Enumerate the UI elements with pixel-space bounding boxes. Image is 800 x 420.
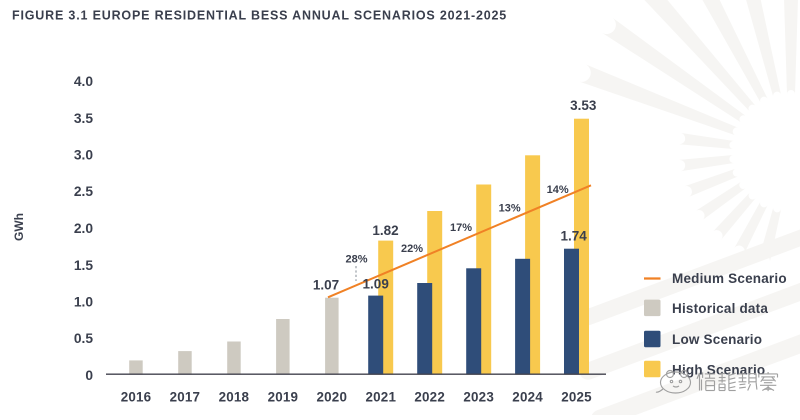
svg-text:2018: 2018: [219, 389, 250, 404]
svg-text:2016: 2016: [121, 389, 152, 404]
svg-text:Low Scenario: Low Scenario: [672, 332, 762, 347]
svg-text:1.0: 1.0: [74, 295, 94, 310]
svg-text:22%: 22%: [401, 243, 423, 255]
svg-text:3.5: 3.5: [74, 111, 94, 126]
svg-text:GWh: GWh: [12, 213, 26, 241]
svg-text:14%: 14%: [547, 184, 569, 196]
svg-text:1.07: 1.07: [313, 278, 339, 293]
svg-text:2017: 2017: [170, 389, 201, 404]
svg-text:2019: 2019: [268, 389, 299, 404]
svg-text:1.5: 1.5: [74, 258, 94, 273]
svg-text:28%: 28%: [345, 254, 367, 266]
svg-text:2023: 2023: [463, 389, 494, 404]
svg-text:4.0: 4.0: [74, 74, 94, 89]
svg-text:0.5: 0.5: [74, 331, 94, 346]
svg-text:3.53: 3.53: [570, 98, 597, 113]
svg-text:2021: 2021: [366, 389, 397, 404]
svg-text:2024: 2024: [512, 389, 543, 404]
svg-text:0: 0: [85, 368, 93, 383]
svg-text:1.82: 1.82: [372, 223, 398, 238]
svg-text:2.0: 2.0: [74, 221, 94, 236]
svg-text:1.09: 1.09: [363, 277, 389, 292]
svg-text:2020: 2020: [317, 389, 348, 404]
svg-text:17%: 17%: [450, 222, 472, 234]
svg-text:3.0: 3.0: [74, 148, 94, 163]
svg-text:Medium Scenario: Medium Scenario: [672, 271, 787, 286]
svg-text:2.5: 2.5: [74, 184, 94, 199]
svg-text:Historical data: Historical data: [672, 301, 768, 316]
svg-text:1.74: 1.74: [560, 229, 587, 244]
svg-text:2022: 2022: [414, 389, 445, 404]
svg-text:FIGURE 3.1 EUROPE RESIDENTIAL: FIGURE 3.1 EUROPE RESIDENTIAL BESS ANNUA…: [12, 9, 507, 23]
svg-text:13%: 13%: [499, 203, 521, 215]
svg-text:2025: 2025: [561, 389, 592, 404]
